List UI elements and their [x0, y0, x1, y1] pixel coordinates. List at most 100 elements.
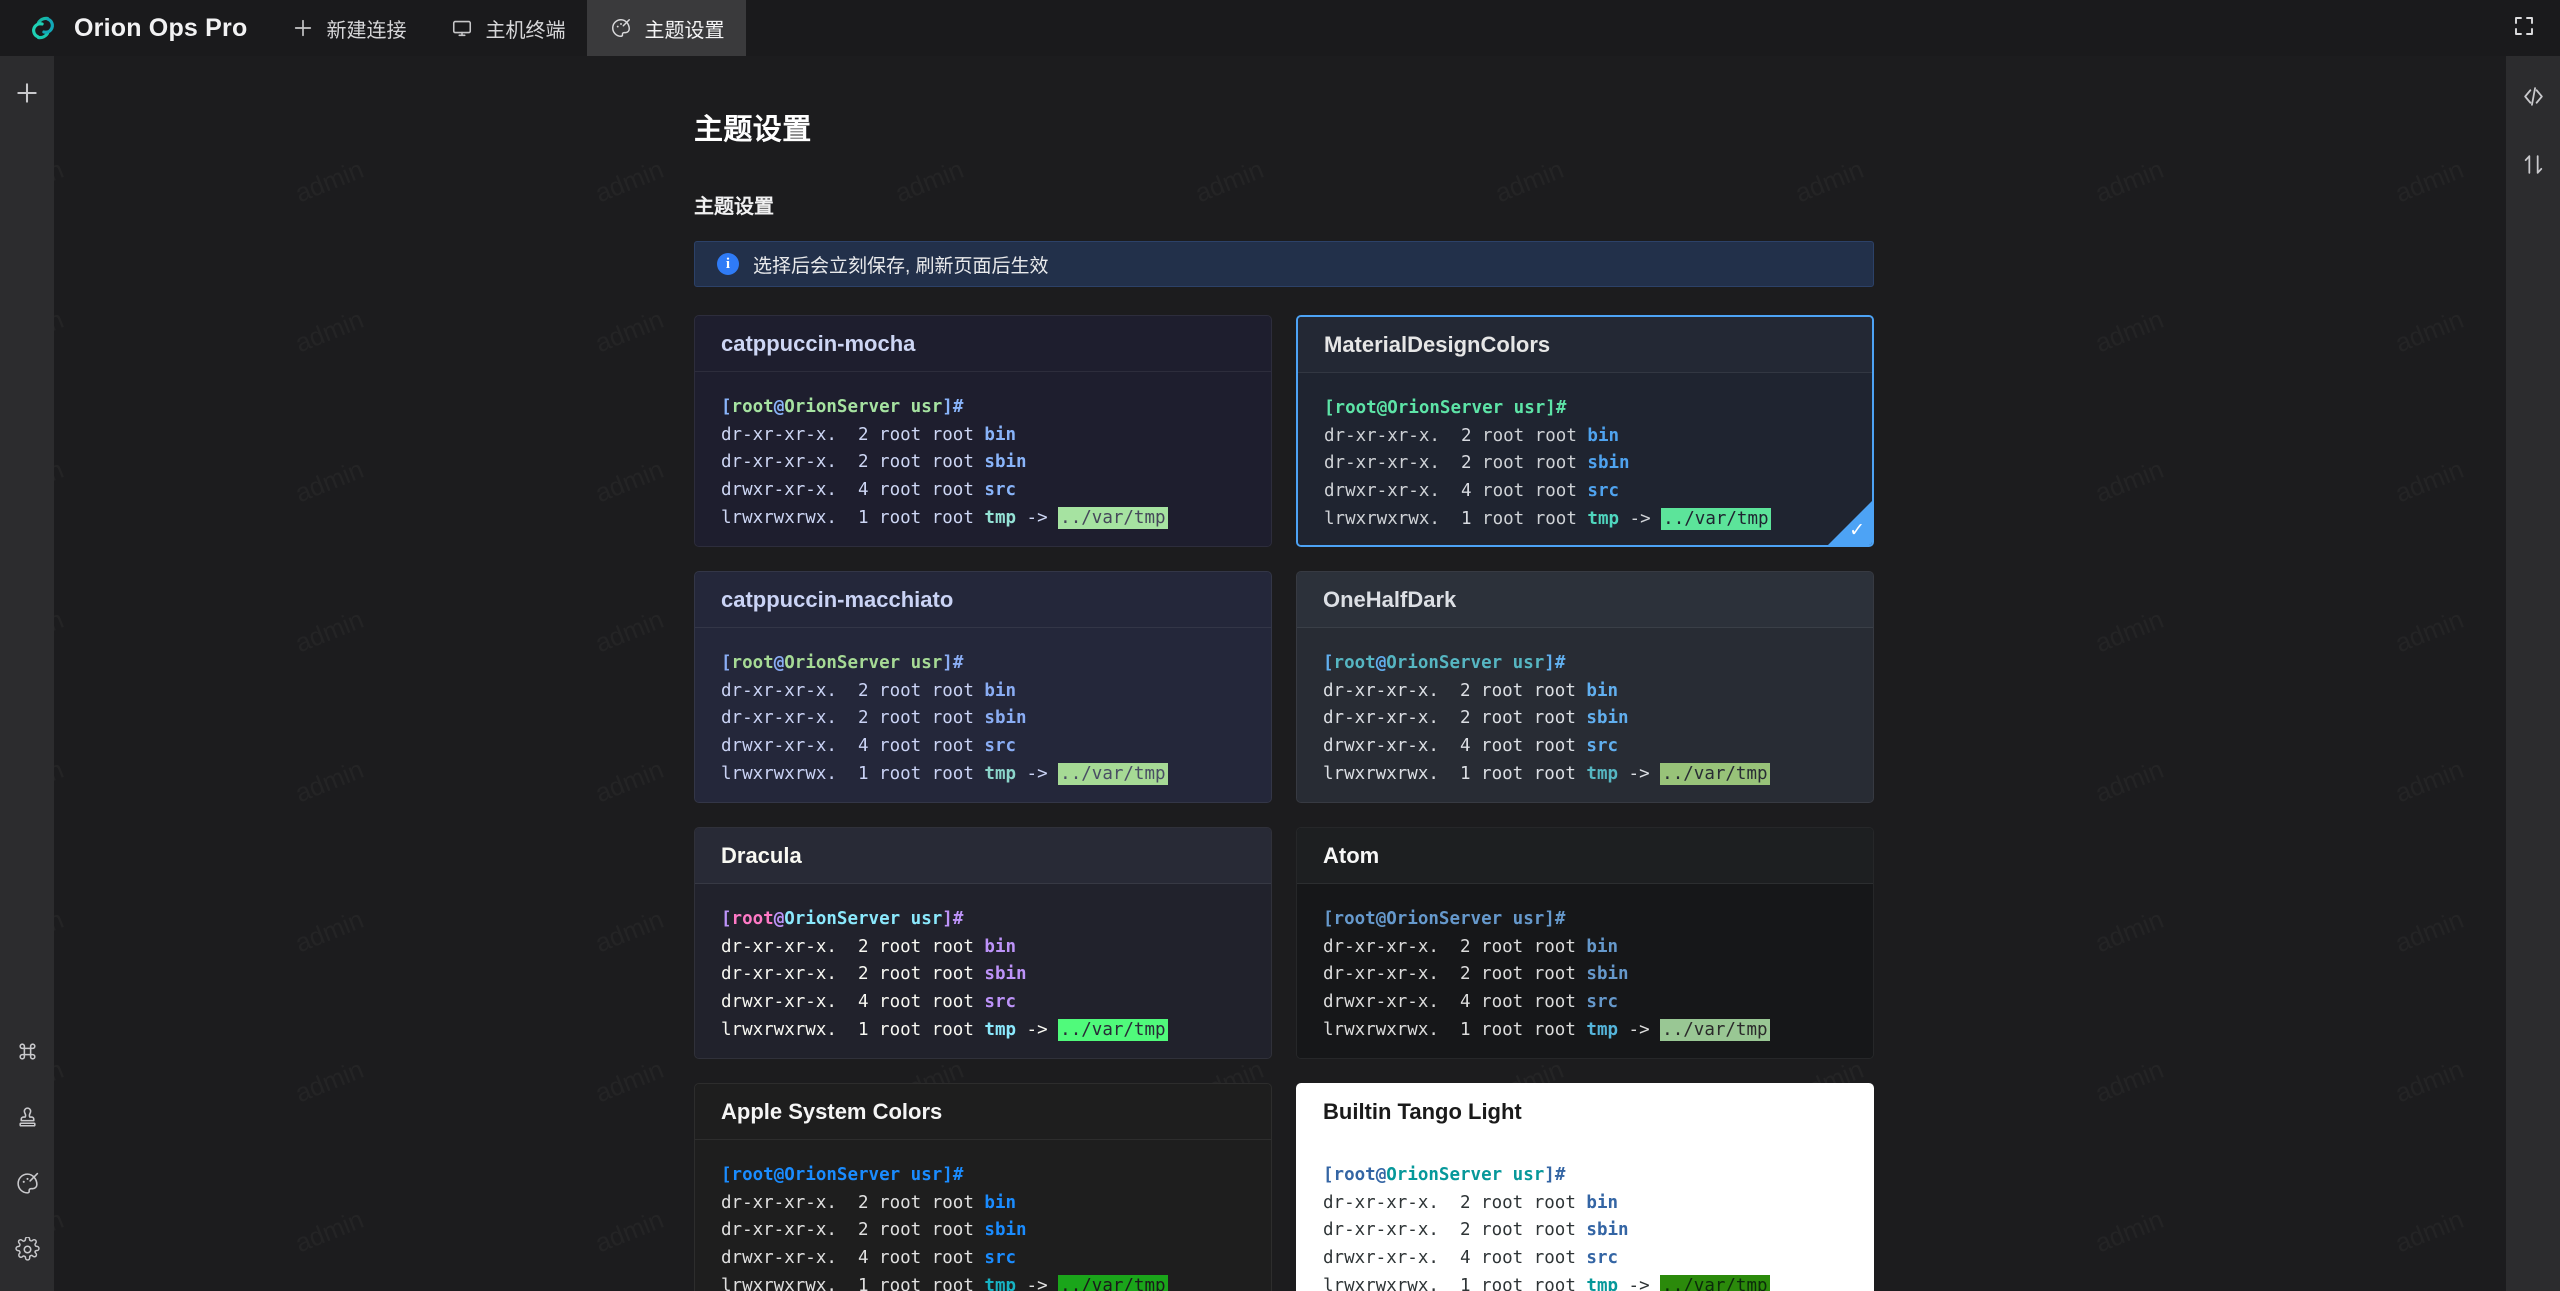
section-title: 主题设置	[694, 196, 774, 218]
terminal-prompt-line: [root@OrionServer usr]#	[1323, 1165, 1566, 1185]
theme-preview-terminal: [root@OrionServer usr]# dr-xr-xr-x. 2 roo…	[695, 372, 1271, 546]
theme-card-title: OneHalfDark	[1297, 572, 1873, 628]
tab-theme-settings[interactable]: 主题设置	[587, 0, 747, 56]
terminal-file-row: dr-xr-xr-x. 2 root root bin	[1323, 1192, 1619, 1213]
terminal-file-row: drwxr-xr-x. 4 root root src	[1323, 991, 1619, 1012]
tab-label: 主题设置	[644, 19, 725, 42]
terminal-prompt-line: [root@OrionServer usr]#	[1324, 398, 1567, 418]
terminal-file-row: dr-xr-xr-x. 2 root root sbin	[721, 708, 1027, 729]
tab-host-terminal[interactable]: 主机终端	[428, 0, 587, 56]
command-icon	[15, 1039, 40, 1069]
terminal-file-row: dr-xr-xr-x. 2 root root sbin	[721, 964, 1027, 985]
terminal-file-row: drwxr-xr-x. 4 root root src	[1324, 480, 1620, 501]
info-icon: i	[717, 253, 739, 275]
theme-card[interactable]: Dracula [root@OrionServer usr]# dr-xr-xr-x…	[694, 827, 1272, 1059]
transfer-icon	[2521, 152, 2546, 182]
theme-card-title: MaterialDesignColors	[1298, 317, 1872, 373]
terminal-prompt-line: [root@OrionServer usr]#	[721, 1165, 964, 1185]
selected-corner	[1828, 501, 1872, 545]
theme-preview-terminal: [root@OrionServer usr]# dr-xr-xr-x. 2 roo…	[1298, 373, 1872, 545]
left-sidebar-bottom	[10, 1037, 44, 1291]
terminal-prompt-line: [root@OrionServer usr]#	[1323, 653, 1566, 673]
theme-card[interactable]: MaterialDesignColors [root@OrionServer us…	[1296, 315, 1874, 547]
theme-button[interactable]	[10, 1169, 44, 1203]
fullscreen-button[interactable]	[2488, 0, 2560, 56]
theme-preview-terminal: [root@OrionServer usr]# dr-xr-xr-x. 2 roo…	[1297, 884, 1873, 1058]
palette-icon	[609, 16, 633, 40]
terminal-file-row: dr-xr-xr-x. 2 root root sbin	[721, 452, 1027, 473]
code-panel-button[interactable]	[2516, 82, 2550, 116]
theme-card-title: catppuccin-macchiato	[695, 572, 1271, 628]
theme-card[interactable]: Apple System Colors [root@OrionServer usr…	[694, 1083, 1272, 1291]
tab-bar: 新建连接 主机终端	[269, 0, 747, 56]
theme-preview-terminal: [root@OrionServer usr]# dr-xr-xr-x. 2 roo…	[695, 1140, 1271, 1291]
theme-card[interactable]: Builtin Tango Light [root@OrionServer usr…	[1296, 1083, 1874, 1291]
terminal-file-row: drwxr-xr-x. 4 root root src	[721, 1247, 1017, 1268]
theme-card[interactable]: Atom [root@OrionServer usr]# dr-xr-xr-x. 2…	[1296, 827, 1874, 1059]
terminal-file-row: lrwxrwxrwx. 1 root root tmp -> ../var/tm…	[1323, 1018, 1770, 1041]
shortcuts-button[interactable]	[10, 1037, 44, 1071]
main-content: adminadminadminadminadminadminadminadmin…	[54, 56, 2506, 1291]
left-sidebar	[0, 56, 54, 1291]
stamp-icon	[15, 1105, 40, 1135]
terminal-file-row: drwxr-xr-x. 4 root root src	[721, 479, 1017, 500]
terminal-file-row: dr-xr-xr-x. 2 root root bin	[721, 1192, 1017, 1213]
terminal-file-row: dr-xr-xr-x. 2 root root sbin	[1324, 453, 1630, 474]
terminal-file-row: drwxr-xr-x. 4 root root src	[721, 991, 1017, 1012]
theme-card-title: Dracula	[695, 828, 1271, 884]
terminal-file-row: lrwxrwxrwx. 1 root root tmp -> ../var/tm…	[1323, 1273, 1847, 1291]
terminal-prompt-line: [root@OrionServer usr]#	[721, 397, 964, 417]
monitor-icon	[450, 16, 474, 40]
theme-preview-terminal: [root@OrionServer usr]# dr-xr-xr-x. 2 roo…	[1297, 628, 1873, 802]
terminal-file-row: drwxr-xr-x. 4 root root src	[1323, 735, 1619, 756]
terminal-file-row: dr-xr-xr-x. 2 root root bin	[721, 424, 1017, 445]
terminal-file-row: dr-xr-xr-x. 2 root root bin	[1323, 936, 1619, 957]
terminal-file-row: lrwxrwxrwx. 1 root root tmp -> ../var/tm…	[1323, 762, 1770, 785]
theme-card-title: Atom	[1297, 828, 1873, 884]
plus-icon	[291, 16, 315, 40]
settings-button[interactable]	[10, 1235, 44, 1269]
info-banner-text: 选择后会立刻保存, 刷新页面后生效	[753, 255, 1049, 277]
theme-card[interactable]: catppuccin-mocha [root@OrionServer usr]# d…	[694, 315, 1272, 547]
tab-label: 主机终端	[485, 19, 566, 42]
terminal-prompt-line: [root@OrionServer usr]#	[721, 909, 964, 929]
plus-icon	[14, 80, 40, 111]
theme-card[interactable]: catppuccin-macchiato [root@OrionServer us…	[694, 571, 1272, 803]
theme-card-grid: catppuccin-mocha [root@OrionServer usr]# d…	[694, 315, 1874, 1291]
terminal-file-row: lrwxrwxrwx. 1 root root tmp -> ../var/tm…	[1324, 507, 1771, 530]
terminal-file-row: drwxr-xr-x. 4 root root src	[721, 735, 1017, 756]
tab-label: 新建连接	[326, 19, 407, 42]
theme-card-title: Builtin Tango Light	[1297, 1084, 1873, 1140]
terminal-file-row: dr-xr-xr-x. 2 root root bin	[721, 936, 1017, 957]
tab-new-connection[interactable]: 新建连接	[269, 0, 428, 56]
brand-name: Orion Ops Pro	[74, 13, 248, 42]
page-title: 主题设置	[694, 114, 812, 146]
theme-preview-terminal: [root@OrionServer usr]# dr-xr-xr-x. 2 roo…	[1297, 1140, 1873, 1291]
new-tab-button[interactable]	[10, 78, 44, 112]
terminal-file-row: lrwxrwxrwx. 1 root root tmp -> ../var/tm…	[721, 1273, 1245, 1291]
title-bar: Orion Ops Pro 新建连接 主机终端	[0, 0, 2560, 56]
fullscreen-icon	[2512, 14, 2536, 43]
terminal-file-row: dr-xr-xr-x. 2 root root bin	[1323, 680, 1619, 701]
terminal-file-row: lrwxrwxrwx. 1 root root tmp -> ../var/tm…	[721, 762, 1168, 785]
gear-icon	[14, 1236, 40, 1267]
theme-card-title: catppuccin-mocha	[695, 316, 1271, 372]
terminal-file-row: lrwxrwxrwx. 1 root root tmp -> ../var/tm…	[721, 506, 1168, 529]
titlebar-spacer	[746, 0, 2488, 56]
transfer-panel-button[interactable]	[2516, 150, 2550, 184]
info-banner: i 选择后会立刻保存, 刷新页面后生效	[694, 241, 1874, 287]
theme-card-title: Apple System Colors	[695, 1084, 1271, 1140]
theme-preview-terminal: [root@OrionServer usr]# dr-xr-xr-x. 2 roo…	[695, 628, 1271, 802]
check-icon: ✓	[1849, 520, 1865, 541]
code-icon	[2521, 84, 2546, 114]
brand: Orion Ops Pro	[0, 0, 269, 56]
palette-icon	[15, 1171, 40, 1201]
terminal-file-row: dr-xr-xr-x. 2 root root sbin	[1323, 964, 1629, 985]
terminal-prompt-line: [root@OrionServer usr]#	[1323, 909, 1566, 929]
identity-button[interactable]	[10, 1103, 44, 1137]
terminal-file-row: dr-xr-xr-x. 2 root root bin	[1324, 425, 1620, 446]
theme-card[interactable]: OneHalfDark [root@OrionServer usr]# dr-xr-…	[1296, 571, 1874, 803]
theme-settings-page: 主题设置 主题设置 i 选择后会立刻保存, 刷新页面后生效 catppuccin…	[54, 56, 2506, 1291]
left-sidebar-top	[10, 56, 44, 112]
